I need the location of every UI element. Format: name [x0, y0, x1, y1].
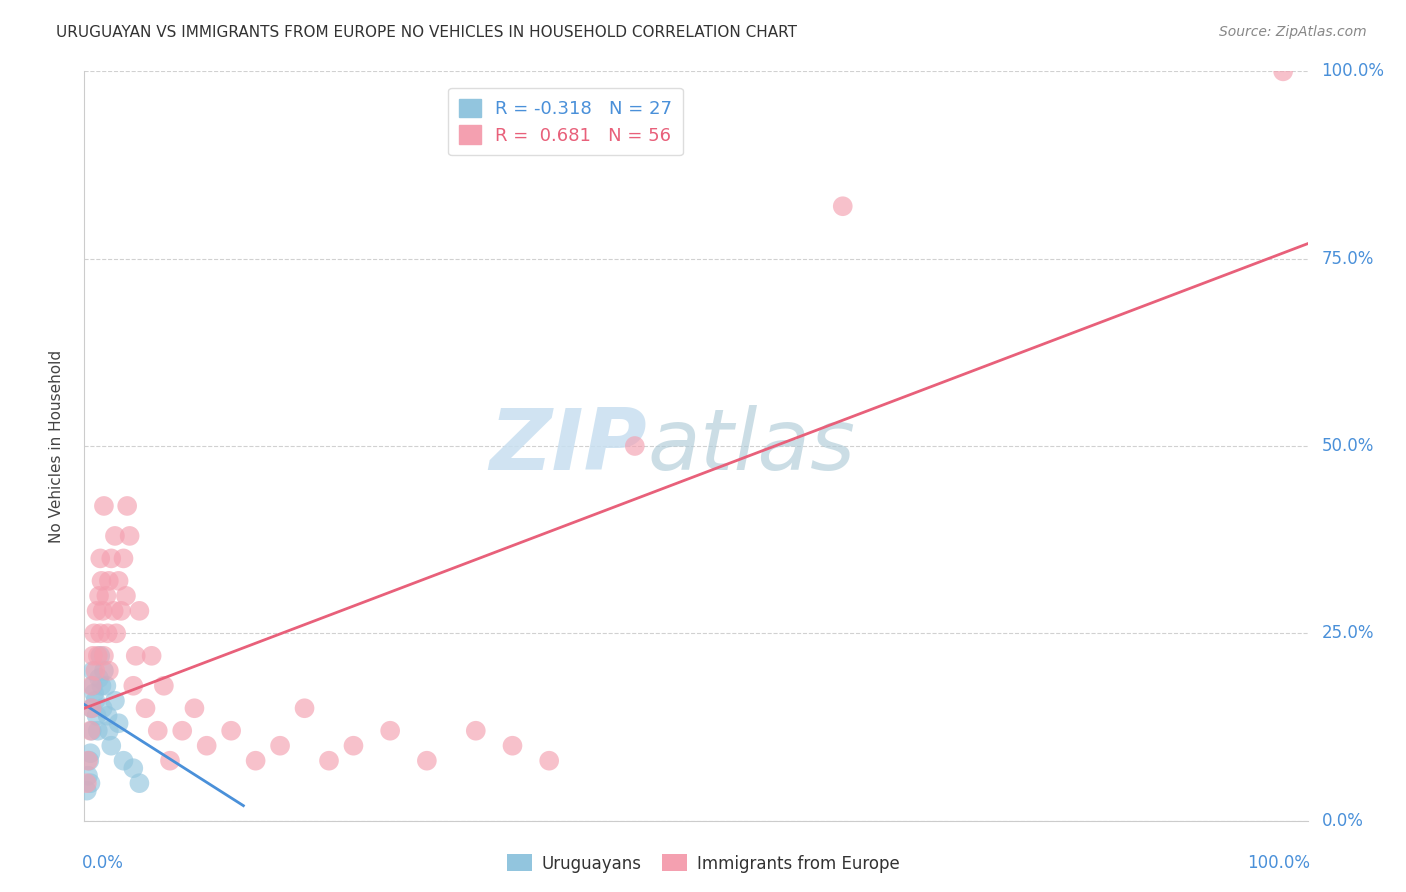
Point [118, 529, 141, 543]
Point [1272, 64, 1295, 78]
Text: 25.0%: 25.0% [1322, 624, 1374, 642]
Point [77, 754, 100, 768]
Point [100, 739, 122, 753]
Point [153, 679, 176, 693]
Point [128, 776, 150, 790]
Point [416, 754, 439, 768]
Point [82, 664, 104, 678]
Text: 100.0%: 100.0% [1247, 855, 1310, 872]
Point [97, 723, 120, 738]
Point [90, 679, 112, 693]
Point [96, 589, 118, 603]
Point [83, 626, 105, 640]
Point [80, 701, 103, 715]
Point [195, 739, 218, 753]
Point [464, 723, 486, 738]
Point [502, 739, 524, 753]
Point [93, 499, 115, 513]
Text: atlas: atlas [647, 404, 855, 488]
Point [80, 723, 103, 738]
Point [80, 679, 103, 693]
Point [79, 723, 101, 738]
Point [110, 604, 132, 618]
Point [86, 604, 108, 618]
Point [83, 686, 105, 700]
Text: ZIP: ZIP [489, 404, 647, 488]
Point [91, 701, 114, 715]
Point [115, 589, 138, 603]
Text: URUGUAYAN VS IMMIGRANTS FROM EUROPE NO VEHICLES IN HOUSEHOLD CORRELATION CHART: URUGUAYAN VS IMMIGRANTS FROM EUROPE NO V… [56, 25, 797, 40]
Point [87, 671, 110, 685]
Point [318, 754, 340, 768]
Point [219, 723, 242, 738]
Point [82, 679, 104, 693]
Point [115, 499, 138, 513]
Point [87, 723, 110, 738]
Point [86, 708, 108, 723]
Point [84, 664, 107, 678]
Text: 0.0%: 0.0% [82, 855, 124, 872]
Point [104, 529, 127, 543]
Point [93, 664, 115, 678]
Point [112, 754, 135, 768]
Point [172, 723, 194, 738]
Point [342, 739, 364, 753]
Point [159, 754, 181, 768]
Point [128, 604, 150, 618]
Point [87, 648, 110, 663]
Text: 75.0%: 75.0% [1322, 250, 1374, 268]
Point [141, 648, 163, 663]
Point [90, 574, 112, 588]
Point [104, 694, 127, 708]
Point [107, 716, 129, 731]
Legend: Uruguayans, Immigrants from Europe: Uruguayans, Immigrants from Europe [501, 847, 905, 880]
Point [89, 626, 111, 640]
Point [105, 626, 128, 640]
Point [97, 574, 120, 588]
Point [380, 723, 402, 738]
Point [77, 769, 100, 783]
Point [245, 754, 267, 768]
Point [831, 199, 853, 213]
Point [122, 679, 145, 693]
Point [624, 439, 647, 453]
Y-axis label: No Vehicles in Household: No Vehicles in Household [49, 350, 63, 542]
Point [269, 739, 291, 753]
Point [77, 754, 100, 768]
Point [294, 701, 316, 715]
Point [76, 783, 98, 797]
Point [93, 648, 115, 663]
Point [76, 776, 98, 790]
Point [89, 551, 111, 566]
Text: 100.0%: 100.0% [1322, 62, 1385, 80]
Point [103, 604, 125, 618]
Point [107, 574, 129, 588]
Point [80, 701, 103, 715]
Point [125, 648, 148, 663]
Text: Source: ZipAtlas.com: Source: ZipAtlas.com [1219, 25, 1367, 39]
Point [97, 708, 120, 723]
Point [112, 551, 135, 566]
Point [97, 664, 120, 678]
Point [89, 648, 111, 663]
Point [538, 754, 561, 768]
Point [100, 551, 122, 566]
Point [135, 701, 157, 715]
Point [87, 589, 110, 603]
Point [122, 761, 145, 775]
Point [96, 679, 118, 693]
Point [146, 723, 169, 738]
Text: 0.0%: 0.0% [1322, 812, 1364, 830]
Point [82, 648, 104, 663]
Text: 50.0%: 50.0% [1322, 437, 1374, 455]
Point [97, 626, 120, 640]
Point [79, 776, 101, 790]
Legend: R = -0.318   N = 27, R =  0.681   N = 56: R = -0.318 N = 27, R = 0.681 N = 56 [449, 88, 683, 155]
Point [79, 746, 101, 760]
Point [183, 701, 205, 715]
Point [84, 694, 107, 708]
Point [91, 604, 114, 618]
